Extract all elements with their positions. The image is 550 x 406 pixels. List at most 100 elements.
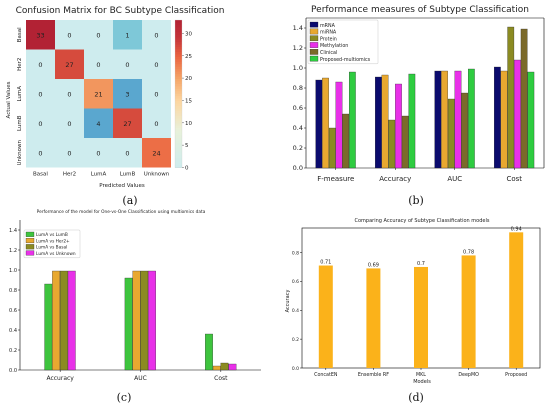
bar	[395, 83, 402, 169]
colorbar-segment	[175, 20, 182, 23]
colorbar-segment	[175, 155, 182, 159]
legend-label: LumA vs Basal	[36, 245, 67, 251]
legend-swatch	[309, 42, 319, 48]
colorbar-segment	[175, 93, 182, 97]
y-tick-label: 0.0	[9, 368, 17, 374]
legend-label: LumA vs Her2+	[36, 238, 70, 244]
heatmap-y-tick: LumB	[17, 115, 23, 131]
heatmap-cell	[142, 108, 171, 138]
legend-swatch	[25, 250, 35, 256]
colorbar-segment	[175, 27, 182, 31]
y-tick-label: 0.6	[293, 104, 303, 112]
colorbar-segment	[175, 51, 182, 55]
caption-c: (c)	[117, 391, 132, 404]
performance-measures-panel: Performance measures of Subtype Classifi…	[293, 5, 545, 183]
bar	[220, 362, 229, 371]
bar	[461, 92, 469, 169]
colorbar-segment	[175, 160, 182, 164]
bar	[447, 98, 455, 169]
colorbar-segment	[175, 37, 182, 41]
heatmap-cell	[113, 79, 142, 109]
colorbar-segment	[175, 24, 182, 28]
heatmap-cell-value: 0	[38, 149, 42, 157]
colorbar-tick-label: 15	[185, 98, 192, 104]
y-tick-label: 0.0	[292, 366, 299, 372]
colorbar-segment	[175, 61, 182, 65]
colorbar-tick-label: 0	[185, 166, 189, 172]
chart-d-title: Comparing Accuracy of Subtype Classifica…	[355, 218, 490, 224]
colorbar-tick-label: 30	[185, 31, 192, 37]
heatmap-cell	[55, 108, 84, 138]
legend-swatch	[309, 21, 319, 28]
colorbar-segment	[175, 162, 182, 166]
colorbar-segment	[175, 98, 182, 102]
model-comparison-panel: Comparing Accuracy of Subtype Classifica…	[285, 218, 541, 385]
heatmap-cell-value: 0	[125, 149, 129, 157]
heatmap-cell	[142, 79, 171, 109]
bar	[454, 70, 462, 169]
heatmap-cell-value: 0	[154, 90, 158, 98]
heatmap-cell	[26, 79, 55, 109]
heatmap-cell	[26, 138, 55, 168]
bar	[342, 113, 350, 169]
bar	[60, 270, 68, 371]
x-tick-label: DeepMO	[458, 372, 479, 378]
bar	[374, 76, 382, 169]
bar	[507, 26, 515, 169]
x-tick-label: ConcatEN	[314, 372, 338, 378]
bar	[434, 70, 442, 169]
bar-value-label: 0.7	[417, 261, 425, 267]
heatmap-cell	[113, 20, 142, 50]
bar	[514, 59, 521, 169]
heatmap-cell-value: 0	[96, 61, 100, 69]
y-tick-label: 1.2	[9, 248, 17, 254]
colorbar-segment	[175, 142, 182, 146]
x-tick-label: F-measure	[317, 175, 354, 183]
heatmap-cell	[26, 49, 55, 79]
legend-swatch	[309, 55, 319, 62]
chart-d-ylabel: Accuracy	[285, 290, 291, 313]
chart-b-title: Performance measures of Subtype Classifi…	[311, 5, 529, 15]
legend-swatch	[309, 35, 319, 42]
heatmap-cell-value: 0	[125, 61, 129, 69]
bar	[500, 70, 508, 169]
bar	[52, 270, 61, 371]
heatmap-cell-value: 0	[154, 31, 158, 39]
legend-label: LumA vs LumB	[36, 232, 68, 238]
x-tick-label: Cost	[214, 375, 228, 382]
colorbar-segment	[175, 145, 182, 149]
colorbar-segment	[175, 91, 182, 95]
heatmap-y-tick: LumA	[17, 86, 23, 102]
colorbar-segment	[175, 118, 182, 122]
colorbar-segment	[175, 66, 182, 70]
bar	[228, 363, 237, 371]
bar	[67, 270, 76, 371]
bar	[441, 70, 448, 169]
y-tick-label: 0.2	[292, 337, 299, 343]
legend-label: Clinical	[320, 50, 337, 56]
bar	[401, 115, 409, 169]
heatmap-xlabel: Predicted Values	[99, 183, 145, 189]
confusion-matrix-panel: Confusion Matrix for BC Subtype Classifi…	[6, 6, 224, 189]
bar	[124, 277, 133, 371]
colorbar-segment	[175, 79, 182, 82]
bar	[388, 119, 396, 169]
colorbar-segment	[175, 81, 182, 85]
heatmap-cell	[142, 138, 171, 168]
legend-box	[307, 19, 379, 64]
colorbar-segment	[175, 47, 182, 50]
colorbar-segment	[175, 115, 182, 119]
heatmap-cell	[142, 20, 171, 50]
legend-swatch	[25, 238, 35, 244]
colorbar-segment	[175, 96, 182, 100]
colorbar-segment	[175, 74, 182, 78]
one-vs-one-panel: Performance of the model for One-vs-One …	[9, 209, 261, 382]
colorbar-tick-label: 25	[185, 54, 192, 60]
legend-swatch	[25, 231, 35, 237]
heatmap-cell	[55, 138, 84, 168]
colorbar-segment	[175, 69, 182, 73]
y-tick-label: 0.8	[293, 84, 303, 92]
heatmap-x-tick: LumA	[91, 172, 107, 178]
heatmap-cell-value: 1	[125, 31, 129, 39]
colorbar-segment	[175, 29, 182, 33]
